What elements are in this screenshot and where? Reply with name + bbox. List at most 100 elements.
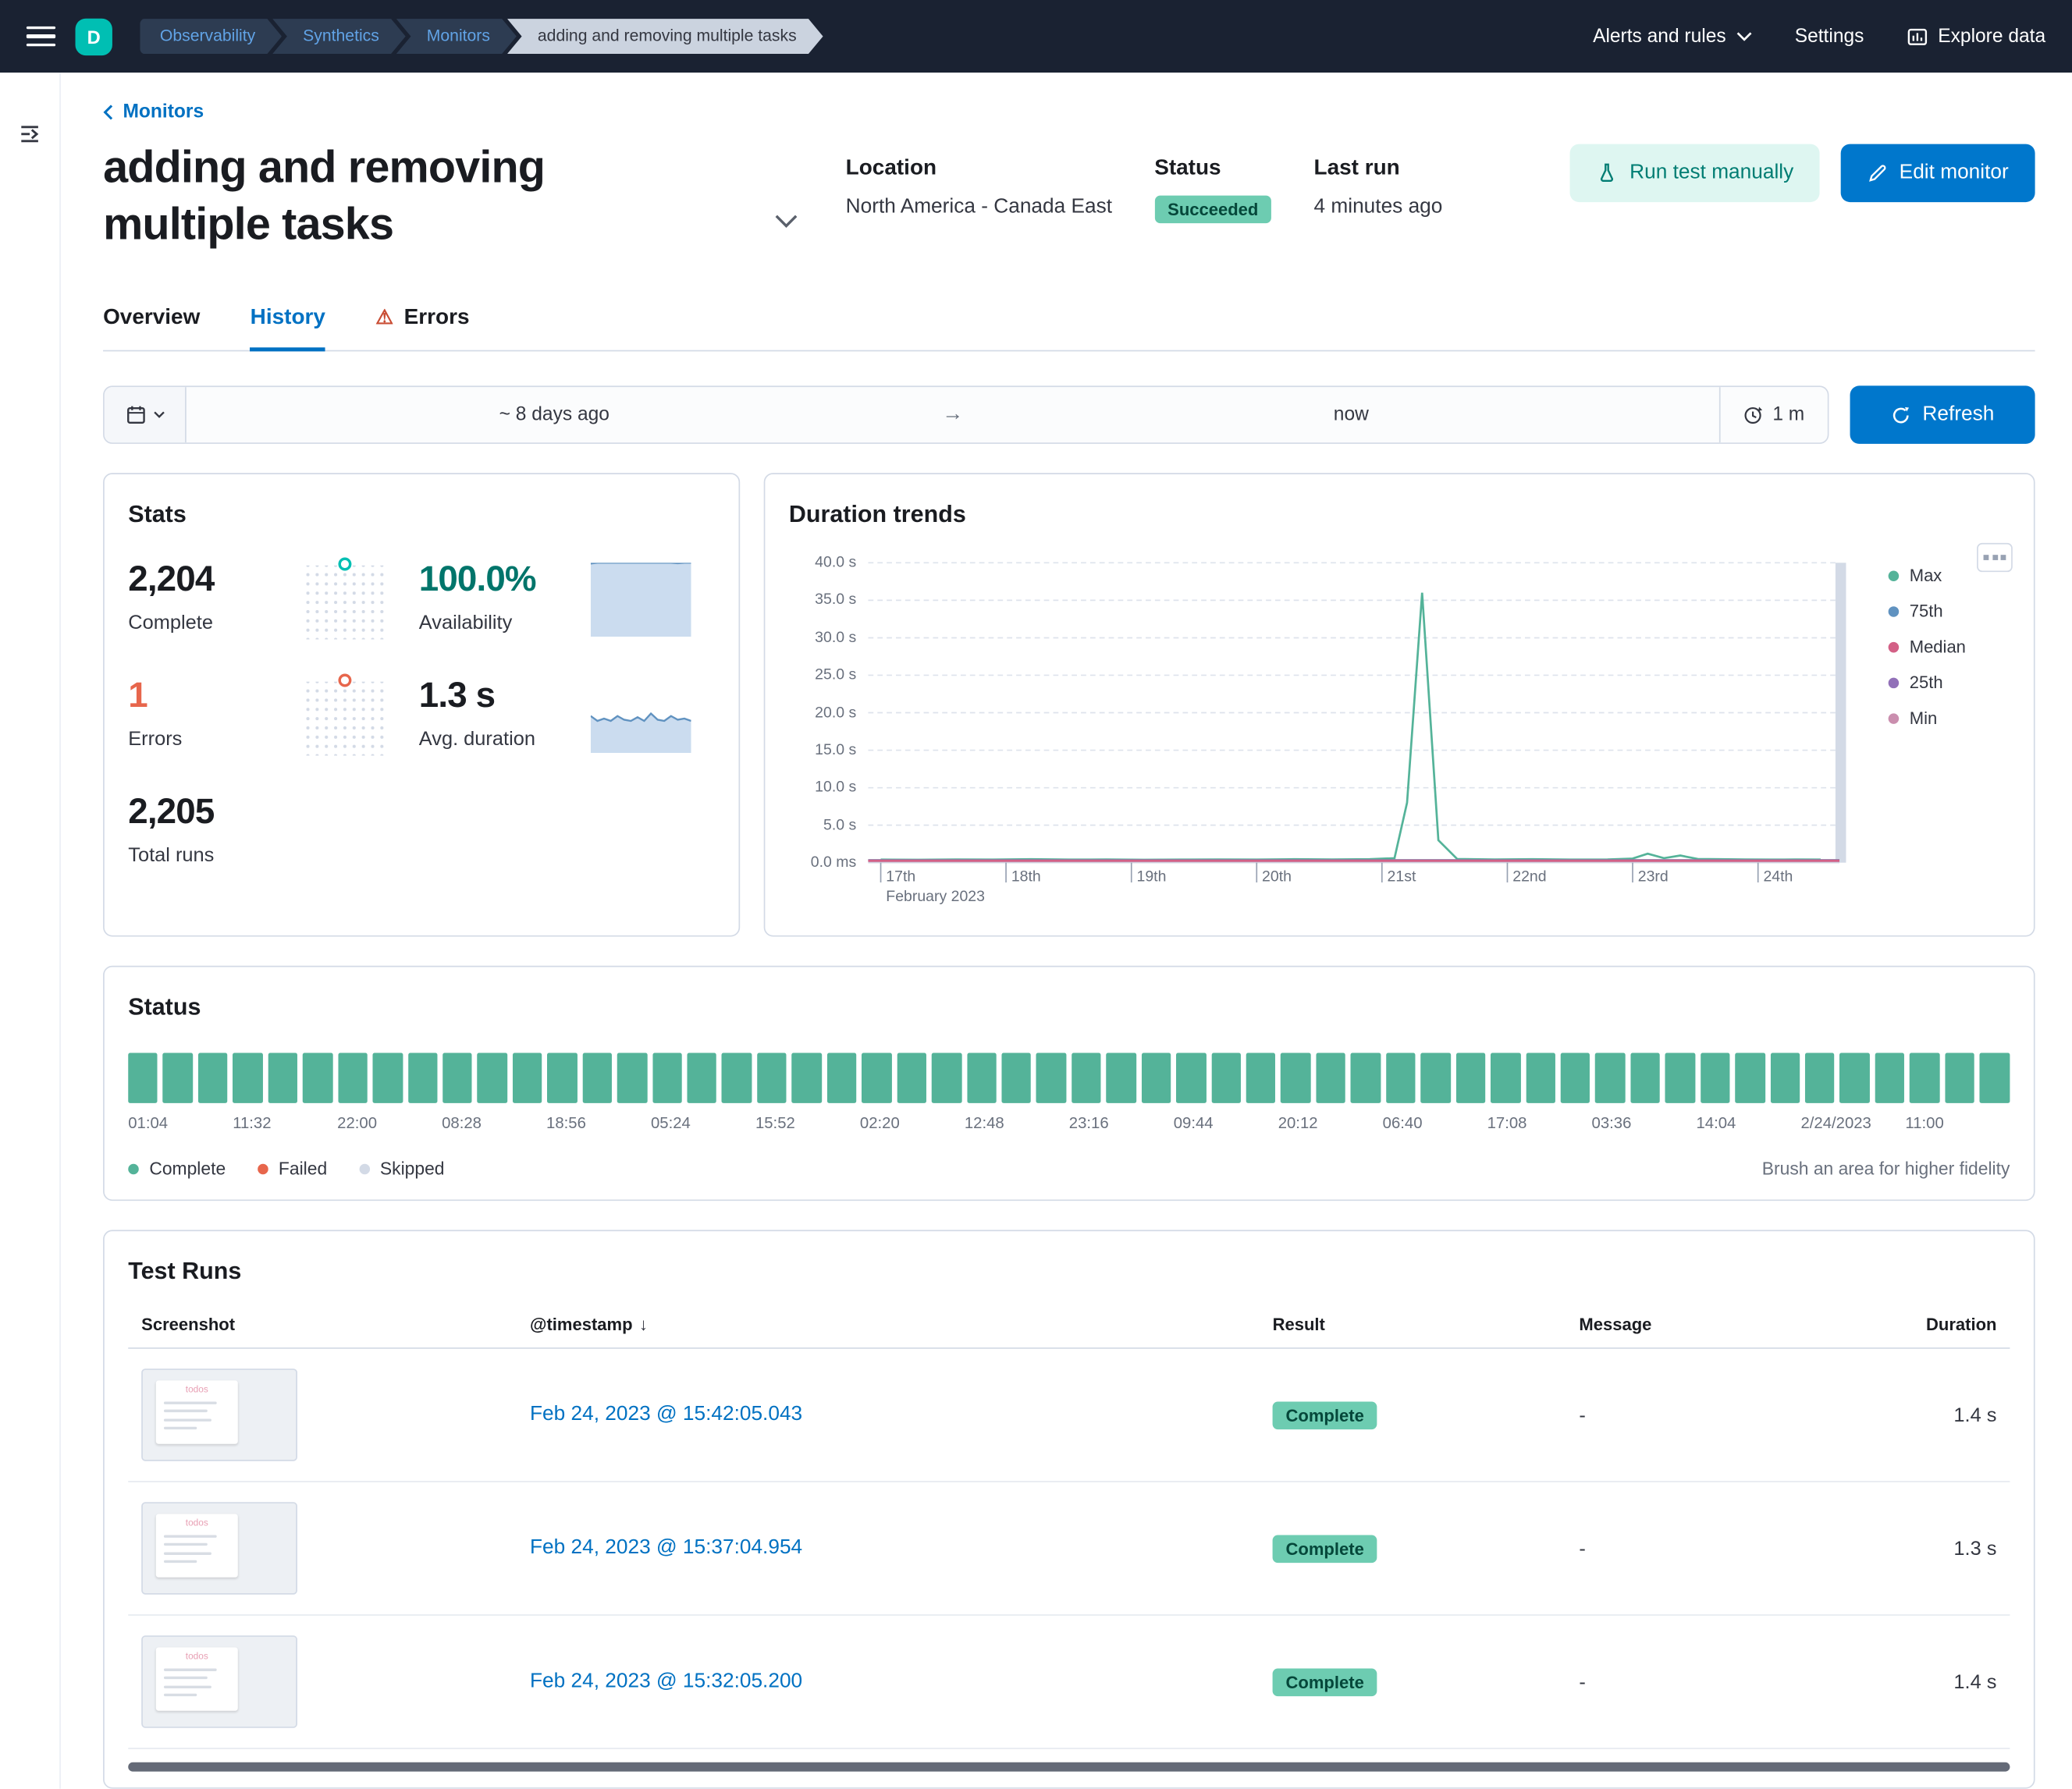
- status-bar[interactable]: [1036, 1053, 1066, 1103]
- tab-overview[interactable]: Overview: [103, 305, 200, 350]
- status-bar[interactable]: [1980, 1053, 2010, 1103]
- status-bar[interactable]: [1455, 1053, 1485, 1103]
- stat-avg-duration-value: 1.3 s: [419, 676, 581, 715]
- status-legend-skipped[interactable]: Skipped: [359, 1159, 445, 1178]
- status-bar[interactable]: [1770, 1053, 1800, 1103]
- legend-options-button[interactable]: [1977, 543, 2013, 572]
- run-timestamp-link[interactable]: Feb 24, 2023 @ 15:42:05.043: [530, 1403, 1273, 1426]
- legend-75th[interactable]: 75th: [1889, 601, 2010, 620]
- status-bar[interactable]: [1840, 1053, 1870, 1103]
- status-bar[interactable]: [478, 1053, 507, 1103]
- status-bar[interactable]: [757, 1053, 787, 1103]
- status-meta: Status Succeeded: [1154, 156, 1271, 253]
- status-bar[interactable]: [1072, 1053, 1101, 1103]
- refresh-button[interactable]: Refresh: [1850, 385, 2035, 444]
- status-bar[interactable]: [1945, 1053, 1974, 1103]
- tab-history[interactable]: History: [251, 305, 325, 350]
- legend-25th[interactable]: 25th: [1889, 673, 2010, 692]
- refresh-interval-button[interactable]: 1 m: [1719, 387, 1828, 442]
- date-start-field[interactable]: ~ 8 days ago: [187, 387, 922, 442]
- status-bar[interactable]: [1386, 1053, 1416, 1103]
- run-screenshot-thumbnail[interactable]: todos: [141, 1502, 297, 1595]
- status-bar[interactable]: [582, 1053, 612, 1103]
- date-quick-select-button[interactable]: [105, 387, 187, 442]
- expand-nav-icon[interactable]: [19, 122, 41, 145]
- status-bar[interactable]: [407, 1053, 437, 1103]
- run-test-manually-button[interactable]: Run test manually: [1570, 144, 1820, 203]
- status-bar[interactable]: [652, 1053, 682, 1103]
- run-screenshot-thumbnail[interactable]: todos: [141, 1635, 297, 1728]
- status-bar[interactable]: [1665, 1053, 1695, 1103]
- status-bar[interactable]: [268, 1053, 297, 1103]
- status-bar[interactable]: [1211, 1053, 1241, 1103]
- run-screenshot-thumbnail[interactable]: todos: [141, 1368, 297, 1461]
- status-bar[interactable]: [1176, 1053, 1206, 1103]
- status-bar[interactable]: [513, 1053, 542, 1103]
- monitor-select-chevron-icon[interactable]: [774, 211, 798, 235]
- status-bar[interactable]: [1281, 1053, 1310, 1103]
- status-bar[interactable]: [1351, 1053, 1381, 1103]
- last-run-meta: Last run 4 minutes ago: [1314, 156, 1443, 253]
- status-bar[interactable]: [1421, 1053, 1451, 1103]
- status-bar[interactable]: [198, 1053, 228, 1103]
- space-avatar[interactable]: D: [76, 18, 112, 55]
- status-bar[interactable]: [862, 1053, 891, 1103]
- horizontal-scrollbar[interactable]: [128, 1762, 2010, 1772]
- status-bar[interactable]: [897, 1053, 926, 1103]
- status-bar[interactable]: [1141, 1053, 1171, 1103]
- status-bar[interactable]: [1701, 1053, 1730, 1103]
- breadcrumb-item[interactable]: Synthetics: [272, 19, 405, 54]
- status-bar[interactable]: [233, 1053, 263, 1103]
- status-bars[interactable]: [128, 1053, 2010, 1103]
- status-legend-failed[interactable]: Failed: [258, 1159, 327, 1178]
- status-bar[interactable]: [1875, 1053, 1904, 1103]
- status-bar[interactable]: [1595, 1053, 1625, 1103]
- status-bar[interactable]: [827, 1053, 857, 1103]
- status-bar[interactable]: [1526, 1053, 1555, 1103]
- status-axis-label: 14:04: [1697, 1113, 1801, 1132]
- back-to-monitors-link[interactable]: Monitors: [103, 101, 204, 122]
- status-bar[interactable]: [1001, 1053, 1031, 1103]
- status-bar[interactable]: [1910, 1053, 1939, 1103]
- alerts-and-rules-menu[interactable]: Alerts and rules: [1593, 26, 1752, 47]
- status-bar[interactable]: [687, 1053, 716, 1103]
- status-bar[interactable]: [617, 1053, 647, 1103]
- status-bar[interactable]: [442, 1053, 472, 1103]
- legend-median[interactable]: Median: [1889, 637, 2010, 656]
- status-bar[interactable]: [792, 1053, 822, 1103]
- run-timestamp-link[interactable]: Feb 24, 2023 @ 15:37:04.954: [530, 1536, 1273, 1560]
- legend-min[interactable]: Min: [1889, 708, 2010, 728]
- col-timestamp[interactable]: @timestamp ↓: [530, 1315, 1273, 1334]
- status-bar[interactable]: [1630, 1053, 1660, 1103]
- status-axis-label: 12:48: [965, 1113, 1069, 1132]
- status-bar[interactable]: [1805, 1053, 1835, 1103]
- status-legend-complete[interactable]: Complete: [128, 1159, 226, 1178]
- status-bar[interactable]: [1107, 1053, 1136, 1103]
- status-bar[interactable]: [1735, 1053, 1765, 1103]
- status-bar[interactable]: [163, 1053, 193, 1103]
- duration-y-axis: 40.0 s35.0 s30.0 s25.0 s20.0 s15.0 s10.0…: [789, 563, 869, 862]
- status-bar[interactable]: [1561, 1053, 1590, 1103]
- status-bar[interactable]: [1316, 1053, 1345, 1103]
- status-bar[interactable]: [303, 1053, 332, 1103]
- status-bar[interactable]: [932, 1053, 961, 1103]
- status-bar[interactable]: [373, 1053, 403, 1103]
- status-bar[interactable]: [1246, 1053, 1276, 1103]
- settings-link[interactable]: Settings: [1795, 26, 1864, 47]
- menu-icon[interactable]: [27, 27, 55, 46]
- duration-legend: Max75thMedian25thMin: [1872, 563, 2010, 909]
- tab-errors[interactable]: ⚠Errors: [375, 305, 469, 350]
- status-bar[interactable]: [128, 1053, 158, 1103]
- status-bar[interactable]: [967, 1053, 997, 1103]
- explore-data-link[interactable]: Explore data: [1907, 26, 2046, 47]
- status-bar[interactable]: [547, 1053, 577, 1103]
- breadcrumb-item[interactable]: Monitors: [396, 19, 517, 54]
- date-end-field[interactable]: now: [983, 387, 1719, 442]
- breadcrumb-item[interactable]: Observability: [140, 19, 282, 54]
- status-bar[interactable]: [1491, 1053, 1520, 1103]
- status-bar[interactable]: [338, 1053, 368, 1103]
- run-timestamp-link[interactable]: Feb 24, 2023 @ 15:32:05.200: [530, 1670, 1273, 1693]
- edit-monitor-button[interactable]: Edit monitor: [1841, 144, 2035, 203]
- duration-chart[interactable]: 17thFebruary 202318th19th20th21st22nd23r…: [868, 563, 1872, 909]
- status-bar[interactable]: [722, 1053, 752, 1103]
